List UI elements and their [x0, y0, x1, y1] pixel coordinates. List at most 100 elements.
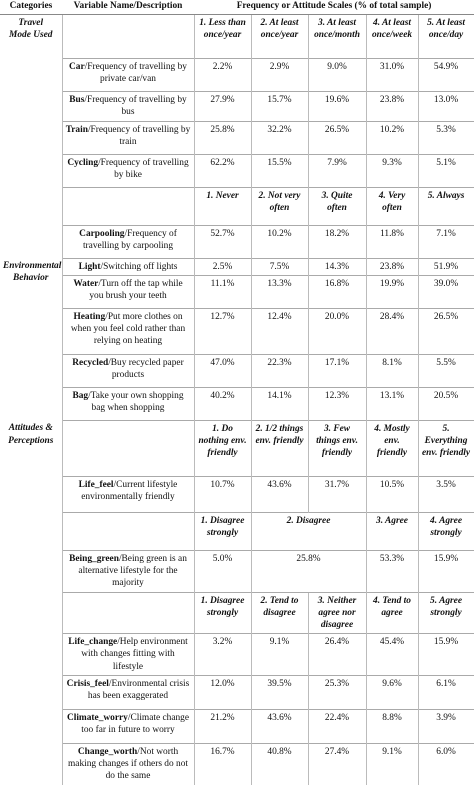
value-cell: 19.9%	[365, 274, 418, 309]
value-cell: 40.8%	[250, 742, 308, 785]
variable-cell: Carpooling/Frequency of travelling by ca…	[61, 224, 194, 259]
value-cell: 19.6%	[307, 91, 366, 122]
variable-cell: Bus/Frequency of travelling by bus	[61, 91, 194, 122]
value-cell: 31.0%	[365, 58, 418, 92]
value-cell: 12.3%	[307, 386, 366, 421]
value-cell: 5.5%	[417, 353, 474, 388]
value-cell: 25.8%	[250, 549, 366, 593]
scale-label: 3. Few things env. friendly	[307, 419, 366, 477]
variable-cell: Cycling/Frequency of travelling by bike	[61, 153, 194, 188]
variable-cell: Heating/Put more clothes on when you fee…	[61, 307, 194, 355]
table-row: Train/Frequency of travelling by train 2…	[0, 120, 474, 155]
agree-scale-row: 1. Disagree strongly 2. Disagree 3. Agre…	[0, 511, 474, 551]
scale-label: 2. Not very often	[250, 186, 308, 226]
scale-label: 2. At least once/year	[250, 14, 308, 59]
value-cell: 25.3%	[307, 674, 366, 710]
scale-label: 5. Everything env. friendly	[417, 419, 474, 477]
header-variable: Variable Name/Description	[62, 0, 194, 16]
value-cell: 12.4%	[250, 307, 308, 355]
value-cell: 43.6%	[250, 475, 308, 513]
value-cell: 15.5%	[250, 153, 308, 188]
scale-label: 3. Agree	[365, 511, 418, 551]
variable-cell: Climate_worry/Climate change too far in …	[61, 708, 194, 744]
table-row: Water/Turn off the tap while you brush y…	[0, 274, 474, 309]
scale-label: 4. Very often	[365, 186, 418, 226]
value-cell: 52.7%	[193, 224, 251, 259]
value-cell: 6.1%	[417, 674, 474, 710]
table-row: Car/Frequency of travelling by private c…	[0, 58, 474, 92]
variable-cell: Light/Switching off lights	[61, 257, 194, 276]
header-row: Categories Variable Name/Description Fre…	[0, 0, 474, 16]
variable-cell: Water/Turn off the tap while you brush y…	[61, 274, 194, 309]
table-row: Change_worth/Not worth making changes if…	[0, 742, 474, 785]
variable-cell: Change_worth/Not worth making changes if…	[61, 742, 194, 785]
variable-cell: Bag/Take your own shopping bag when shop…	[61, 386, 194, 421]
value-cell: 25.8%	[193, 120, 251, 155]
table-row: Life_change/Help environment with change…	[0, 633, 474, 676]
value-cell: 13.3%	[250, 274, 308, 309]
value-cell: 15.9%	[417, 549, 474, 593]
value-cell: 9.6%	[365, 674, 418, 710]
scale-label: 3. At least once/month	[307, 14, 366, 59]
value-cell: 13.0%	[417, 91, 474, 122]
value-cell: 11.1%	[193, 274, 251, 309]
value-cell: 2.2%	[193, 58, 251, 92]
value-cell: 32.2%	[250, 120, 308, 155]
category-attitudes: Attitudes & Perceptions	[8, 423, 54, 446]
value-cell: 47.0%	[193, 353, 251, 388]
variable-cell: Life_change/Help environment with change…	[61, 633, 194, 676]
category-environmental: Environmental Behavior	[3, 261, 62, 284]
scale-label: 3. Quite often	[307, 186, 366, 226]
value-cell: 53.3%	[365, 549, 418, 593]
travel-scale-row: Travel Mode Used 1. Less than once/year 2…	[0, 14, 474, 59]
value-cell: 6.0%	[417, 742, 474, 785]
scale-label: 4. Tend to agree	[365, 591, 418, 634]
value-cell: 2.9%	[250, 58, 308, 92]
scale-label: 1. Disagree strongly	[193, 511, 251, 551]
value-cell: 51.9%	[417, 257, 474, 276]
value-cell: 5.1%	[417, 153, 474, 188]
variable-cell: Car/Frequency of travelling by private c…	[61, 58, 194, 92]
value-cell: 23.8%	[365, 91, 418, 122]
value-cell: 16.8%	[307, 274, 366, 309]
scale-label: 5. Agree strongly	[417, 591, 474, 634]
scale-label: 2. Disagree	[250, 511, 366, 551]
value-cell: 3.5%	[417, 475, 474, 513]
scale-label: 1. Never	[193, 186, 251, 226]
value-cell: 10.2%	[250, 224, 308, 259]
value-cell: 14.1%	[250, 386, 308, 421]
value-cell: 9.1%	[250, 633, 308, 676]
scale-label: 5. At least once/day	[417, 14, 474, 59]
value-cell: 20.0%	[307, 307, 366, 355]
table-row: Environmental Behavior Light/Switching of…	[0, 257, 474, 283]
scale-label: 1. Do nothing env. friendly	[193, 419, 251, 477]
value-cell: 13.1%	[365, 386, 418, 421]
value-cell: 17.1%	[307, 353, 366, 388]
scale-label: 2. Tend to disagree	[250, 591, 308, 634]
scale-label: 2. 1/2 things env. friendly	[250, 419, 308, 477]
value-cell: 22.4%	[307, 708, 366, 744]
value-cell: 62.2%	[193, 153, 251, 188]
value-cell: 43.6%	[250, 708, 308, 744]
table-row: Climate_worry/Climate change too far in …	[0, 708, 474, 744]
value-cell: 26.4%	[307, 633, 366, 676]
value-cell: 22.3%	[250, 353, 308, 388]
variable-cell: Recycled/Buy recycled paper products	[61, 353, 194, 388]
value-cell: 27.9%	[193, 91, 251, 122]
value-cell: 7.5%	[250, 257, 308, 276]
table-row: Carpooling/Frequency of travelling by ca…	[0, 224, 474, 259]
table-row: Being_green/Being green is an alternativ…	[0, 549, 474, 593]
value-cell: 5.3%	[417, 120, 474, 155]
value-cell: 12.0%	[193, 674, 251, 710]
value-cell: 12.7%	[193, 307, 251, 355]
value-cell: 10.7%	[193, 475, 251, 513]
header-categories: Categories	[0, 0, 62, 16]
variable-cell: Life_feel/Current lifestyle environmenta…	[61, 475, 194, 513]
variable-cell: Being_green/Being green is an alternativ…	[61, 549, 194, 593]
scale-label: 5. Always	[417, 186, 474, 226]
value-cell: 7.1%	[417, 224, 474, 259]
value-cell: 18.2%	[307, 224, 366, 259]
value-cell: 39.5%	[250, 674, 308, 710]
value-cell: 28.4%	[365, 307, 418, 355]
value-cell: 10.5%	[365, 475, 418, 513]
